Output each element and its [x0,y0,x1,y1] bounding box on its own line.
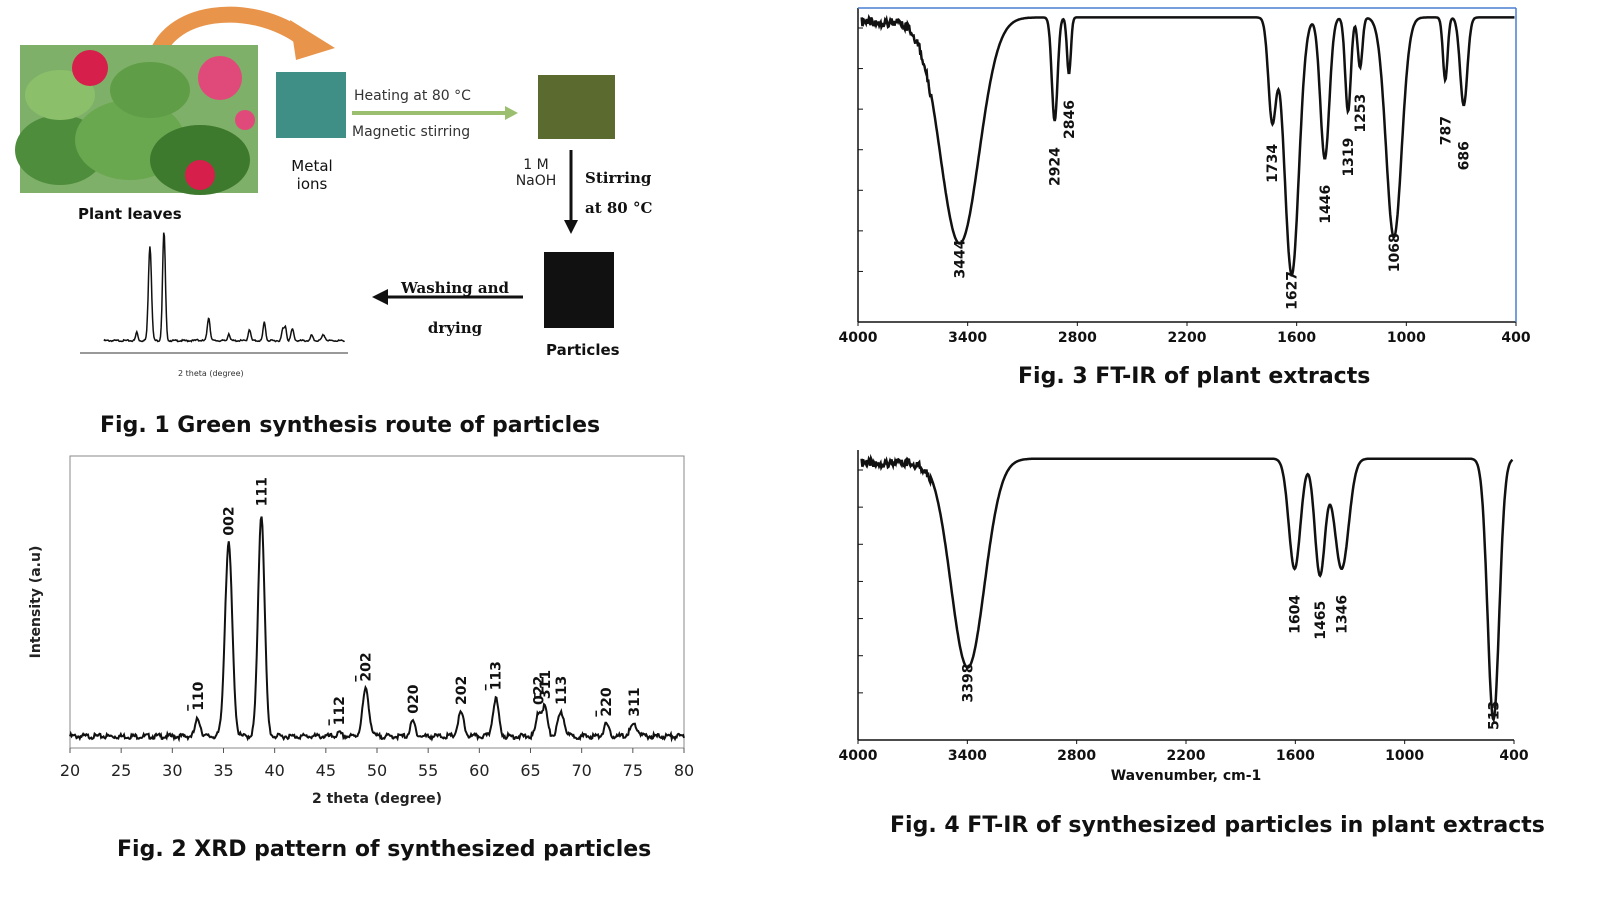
fig4-x-tick-label: 4000 [839,748,878,764]
naoh-label: 1 M NaOH [515,157,557,189]
fig2-x-tick-label: 50 [367,761,387,780]
curved-arrow-head-icon [290,20,335,60]
fig3-band-label: 787 [1438,116,1454,145]
fig4-xlabel: Wavenumber, cm-1 [1111,768,1262,784]
arrow-down-icon [564,220,578,234]
arrow-right-icon [505,106,518,120]
fig4-x-tick-label: 2200 [1167,748,1206,764]
fig2-ylabel: Intensity (a.u) [28,546,44,659]
fig4-band-label: 1465 [1313,601,1329,640]
heating-label: Heating at 80 °C [354,88,471,104]
magnetic-stirring-label: Magnetic stirring [352,124,471,140]
fig2-x-tick-label: 65 [520,761,540,780]
fig3-x-tick-label: 3400 [948,330,987,346]
curved-arrow-icon [147,6,313,70]
fig2-x-tick-label: 45 [316,761,336,780]
metal-ions-label: Metal ions [291,157,333,193]
fig4-band-label: 1604 [1288,595,1304,634]
solution-image [538,75,615,139]
fig2-peak-label: 111 [254,477,270,506]
fig3-band-label: 2924 [1048,147,1064,186]
fig3-x-tick-label: 2800 [1058,330,1097,346]
fig2-peak-label: 220 [599,687,615,716]
fig2-series-line [69,516,685,743]
fig2-caption: Fig. 2 XRD pattern of synthesized partic… [117,837,652,862]
fig2-x-tick-label: 40 [264,761,284,780]
fig2-peak-label: 110 [191,681,207,710]
fig2-x-tick-label: 75 [623,761,643,780]
fig4-band-label: 1346 [1335,595,1351,634]
fig2-x-tick-label: 25 [111,761,131,780]
fig3-band-label: 1068 [1387,233,1403,272]
fig2-peak-label: 113 [489,661,505,690]
fig1-graphics [15,6,615,354]
fig2-x-tick-label: 30 [162,761,182,780]
fig2-xlabel: 2 theta (degree) [312,791,442,807]
fig2-peak-label: 002 [222,506,238,535]
fig2-peak-label: 311 [627,687,643,716]
plant-leaves-image [15,45,258,195]
fig2-x-tick-label: 20 [60,761,80,780]
fig4-caption: Fig. 4 FT-IR of synthesized particles in… [890,813,1545,838]
fig2-peak-label: 311 [538,670,554,699]
fig2-peak-label: 113 [554,676,570,705]
fig2-plot-frame [69,455,685,749]
fig4-ftir-chart: 4000 3400 2800 2200 1600 1000 400 Wavenumber, c… [839,450,1529,784]
fig3-band-label: 1627 [1285,271,1301,310]
fig3-band-label: 686 [1457,141,1473,170]
fig3-x-tick-label: 400 [1501,330,1530,346]
fig4-x-tick-label: 1600 [1276,748,1315,764]
mini-xrd-xlabel: 2 theta (degree) [178,369,244,378]
fig2-x-tick-label: 35 [213,761,233,780]
fig3-ftir-chart: 4000 3400 2800 2200 1600 1000 400 3444 2924 2846 1… [839,7,1531,346]
fig2-x-tick-label: 60 [469,761,489,780]
fig3-band-label: 2846 [1062,100,1078,139]
fig3-band-label: 1734 [1265,144,1281,183]
fig3-x-tick-label: 1000 [1387,330,1426,346]
fig4-x-tick-label: 1000 [1385,748,1424,764]
fig3-band-label: 1253 [1353,94,1369,133]
fig3-band-label: 1319 [1341,138,1357,177]
fig2-peak-label: 020 [406,684,422,713]
fig2-peak-label: 202 [454,676,470,705]
fig2-peak-label: 112 [332,696,348,725]
arrow-left-icon [372,289,388,305]
stirring-label: Stirring at 80 °C [585,169,653,217]
fig4-x-tick-label: 2800 [1057,748,1096,764]
fig1-caption: Fig. 1 Green synthesis route of particle… [100,413,601,438]
fig4-x-tick-label: 400 [1499,748,1528,764]
fig2-x-tick-label: 70 [571,761,591,780]
particles-label: Particles [546,341,620,359]
fig2-x-tick-label: 80 [674,761,694,780]
fig2-peak-label: 022 [532,676,548,705]
particles-image [544,252,614,328]
metal-ions-image [276,72,346,138]
washing-label: Washing and drying [400,279,510,337]
fig3-series-line [860,13,1515,277]
fig4-series-line [860,453,1514,723]
fig3-x-tick-label: 2200 [1168,330,1207,346]
fig4-band-label: 3398 [961,664,977,703]
fig2-xrd-chart: 20 25 30 35 40 45 50 55 60 65 70 75 80 2 theta (degre… [28,455,694,807]
fig2-x-tick-label: 55 [418,761,438,780]
fig4-x-tick-label: 3400 [948,748,987,764]
fig4-band-label: 513 [1486,701,1502,730]
fig3-band-label: 1446 [1318,185,1334,224]
fig3-x-tick-label: 4000 [839,330,878,346]
fig3-band-label: 3444 [953,239,969,278]
plant-leaves-label: Plant leaves [78,205,182,223]
mini-xrd-chart [80,232,348,354]
fig3-caption: Fig. 3 FT-IR of plant extracts [1018,364,1371,389]
fig3-x-tick-label: 1600 [1277,330,1316,346]
fig2-peak-label: 202 [359,652,375,681]
